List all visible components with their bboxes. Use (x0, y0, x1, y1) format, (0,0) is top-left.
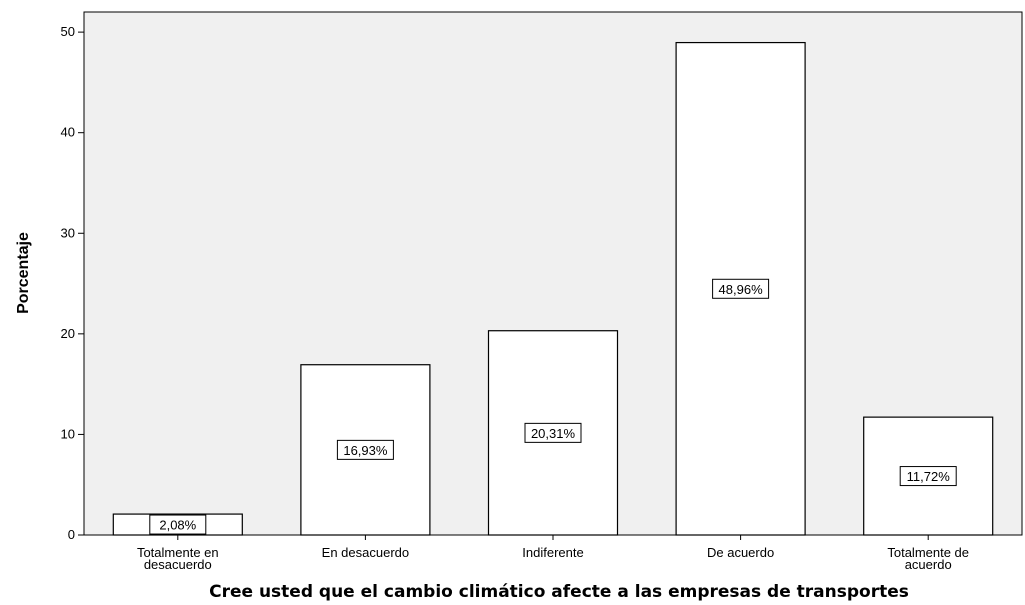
data-label-box (899, 466, 957, 487)
x-tick-label: En desacuerdo (322, 545, 409, 560)
y-tick-label: 40 (61, 125, 75, 140)
data-label-box (336, 439, 394, 460)
x-tick-label: De acuerdo (707, 545, 774, 560)
data-label: 2,08% (159, 518, 196, 533)
y-tick-label: 0 (68, 527, 75, 542)
y-tick-label: 10 (61, 426, 75, 441)
data-label-box (712, 278, 770, 299)
x-tick-label: desacuerdo (144, 557, 212, 572)
bars-group: 2,08% 16,93% 20,31% 48,96% 11,72% (112, 41, 994, 536)
x-axis-title: Cree usted que el cambio climático afect… (209, 582, 909, 602)
data-label: 48,96% (719, 282, 764, 297)
y-tick-label: 50 (61, 24, 75, 39)
y-tick-label: 30 (61, 225, 75, 240)
y-axis: 0 10 20 30 40 50 (61, 24, 84, 542)
x-tick-label: acuerdo (905, 557, 952, 572)
data-label: 20,31% (531, 426, 576, 441)
x-tick-label: Totalmente de (887, 545, 969, 560)
data-label: 16,93% (343, 443, 388, 458)
x-tick-label: Totalmente en (137, 545, 219, 560)
y-tick-label: 20 (61, 326, 75, 341)
data-label-box (524, 422, 582, 443)
y-axis-title: Porcentaje (15, 232, 32, 314)
x-tick-label: Indiferente (522, 545, 583, 560)
data-label-box (149, 514, 207, 535)
data-label: 11,72% (907, 469, 951, 484)
